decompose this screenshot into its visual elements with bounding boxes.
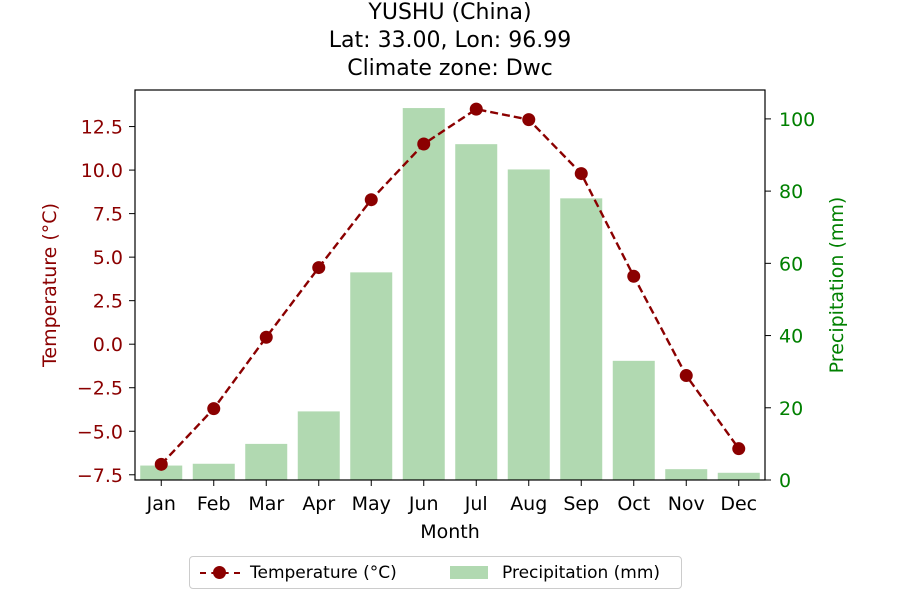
left-y-axis-label: Temperature (°C) [39,203,61,368]
left-y-axis: 12.5 10.0 7.5 5.0 2.5 0.0 −2.5 −5.0 −7.5 [77,117,135,487]
precipitation-bar-jan [140,465,183,480]
legend: Temperature (°C) Precipitation (mm) [189,556,682,589]
right-y-tick-label: 0 [779,470,791,492]
left-y-tick-label: −5.0 [77,421,123,443]
right-y-tick-label: 40 [779,326,803,348]
x-tick-label: Sep [563,493,599,515]
x-tick-label: Jun [408,493,439,515]
x-tick-label: Oct [617,493,650,515]
temperature-point-feb [207,402,221,416]
x-tick-label: Jan [146,493,176,515]
chart-title-climate-zone: Climate zone: Dwc [347,56,553,81]
x-tick-label: May [352,493,391,515]
x-tick-label: Mar [248,493,284,515]
right-y-axis-label: Precipitation (mm) [826,197,848,374]
x-tick-label: Aug [510,493,547,515]
right-y-axis: 100 80 60 40 20 0 [765,109,815,492]
precipitation-bar-oct [612,360,655,480]
precipitation-bar-mar [245,443,288,480]
chart-title-coordinates: Lat: 33.00, Lon: 96.99 [328,28,572,53]
left-y-tick-label: −2.5 [77,378,123,400]
left-y-tick-label: 12.5 [81,117,123,139]
temperature-line [160,107,740,466]
precipitation-bars [140,108,760,481]
temperature-point-sep [574,167,588,181]
temperature-point-jun [417,137,431,151]
precipitation-bar-dec [717,472,760,480]
x-tick-label: Dec [720,493,757,515]
precipitation-legend-swatch [450,566,488,579]
right-y-tick-label: 60 [779,253,803,275]
precipitation-bar-jun [402,108,445,481]
left-y-tick-label: 7.5 [93,204,123,226]
x-tick-label: Apr [302,493,335,515]
left-y-tick-label: −7.5 [77,465,123,487]
chart-title-name: YUSHU (China) [368,0,532,25]
temperature-series [154,102,746,471]
left-y-tick-label: 10.0 [81,160,123,182]
right-y-tick-label: 100 [779,109,815,131]
precipitation-bar-may [350,272,393,480]
precipitation-bar-apr [297,411,340,480]
precipitation-bar-sep [560,198,603,481]
left-y-tick-label: 5.0 [93,247,123,269]
right-y-tick-label: 80 [779,181,803,203]
temperature-point-jan [154,457,168,471]
temperature-point-apr [312,261,326,275]
legend-precipitation-label: Precipitation (mm) [502,563,661,583]
x-tick-label: Nov [668,493,705,515]
x-tick-label: Jul [464,493,488,515]
x-tick-label: Feb [197,493,231,515]
temperature-point-oct [627,269,641,283]
temperature-point-may [364,193,378,207]
x-axis: Jan Feb Mar Apr May Jun Jul Aug Sep Oct Nov Dec [146,480,757,515]
temperature-point-mar [259,330,273,344]
plot-frame [134,89,766,481]
right-y-tick-label: 20 [779,398,803,420]
left-y-tick-label: 0.0 [93,334,123,356]
precipitation-bar-nov [665,469,708,480]
precipitation-bar-jul [455,144,498,480]
temperature-legend-marker [213,566,226,579]
x-axis-label: Month [420,521,480,543]
left-y-tick-label: 2.5 [93,291,123,313]
temperature-point-dec [732,442,746,456]
legend-temperature-label: Temperature (°C) [250,563,397,583]
temperature-point-nov [679,369,693,383]
precipitation-bar-aug [507,169,550,480]
temperature-point-jul [469,102,483,116]
precipitation-bar-feb [192,463,235,480]
temperature-point-aug [522,113,536,127]
